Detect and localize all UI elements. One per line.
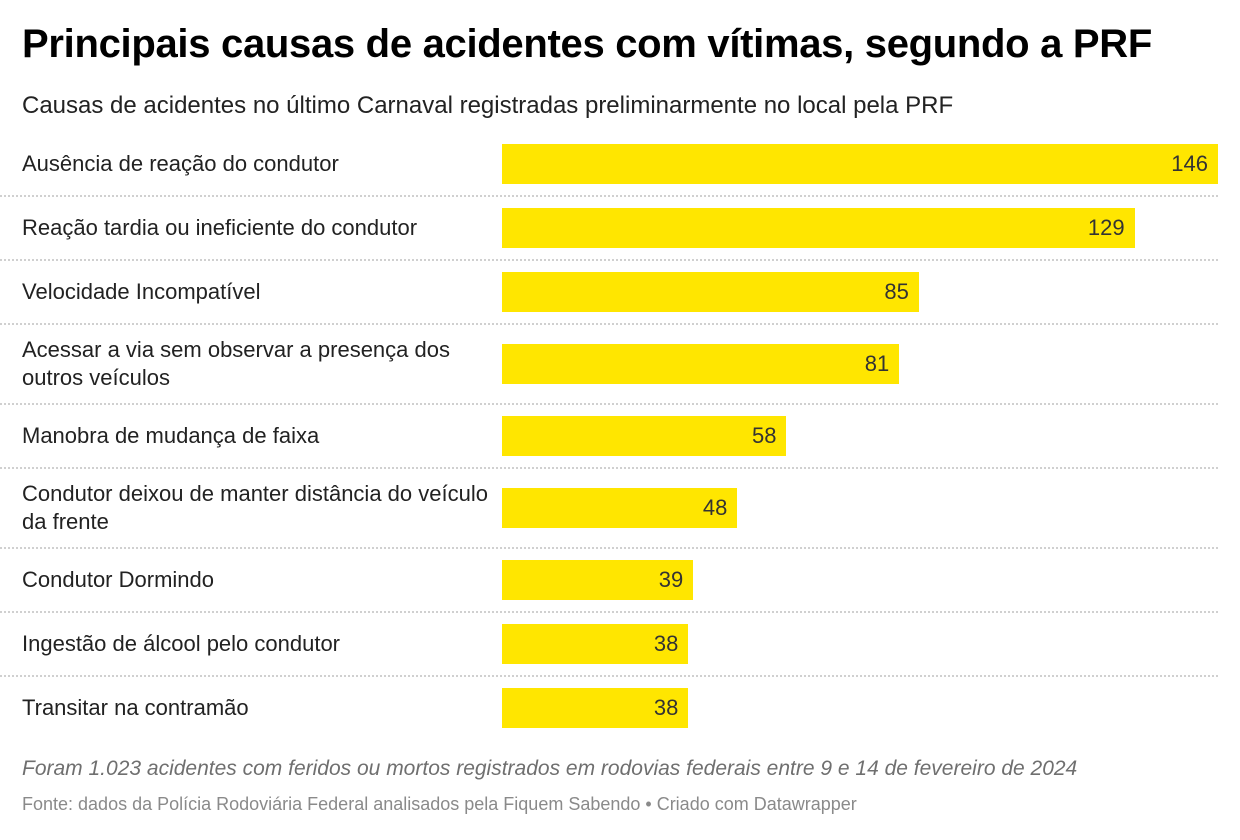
bar-track: 129 [502,208,1218,248]
value-label: 48 [702,495,728,520]
value-label: 146 [1171,151,1208,176]
category-label: Condutor Dormindo [22,567,214,592]
bar-row: Ingestão de álcool pelo condutor 38 [0,613,1218,677]
bar [502,208,1135,248]
category-label: Transitar na contramão [22,695,249,720]
value-label: 129 [1087,215,1125,240]
bar-row: Manobra de mudança de faixa 58 [0,405,1218,469]
value-label: 39 [658,567,684,592]
bar [502,272,919,312]
bar-track: 146 [502,144,1218,184]
bar-row: Velocidade Incompatível 85 [0,261,1218,325]
bar-track: 48 [502,488,1218,528]
value-label: 38 [653,695,679,720]
value-label: 58 [751,423,777,448]
category-label: Condutor deixou de manter distância do v… [22,481,488,534]
bar-row: Ausência de reação do condutor 146 [0,133,1218,197]
bar-row: Reação tardia ou ineficiente do condutor… [0,197,1218,261]
bar [502,624,689,664]
chart-title: Principais causas de acidentes com vítim… [22,22,1152,66]
value-label: 38 [653,631,679,656]
bar-track: 38 [502,688,1218,728]
bar-track: 39 [502,560,1218,600]
bar-row: Condutor Dormindo 39 [0,549,1218,613]
chart-subtitle: Causas de acidentes no último Carnaval r… [22,92,954,119]
bar [502,488,738,528]
bar-chart: Ausência de reação do condutor 146 Reação … [0,133,1218,739]
bar-track: 58 [502,416,1218,456]
bar [502,560,694,600]
category-label: Acessar a via sem observar a presença do… [22,337,450,390]
bar-track: 85 [502,272,1218,312]
bar-track: 38 [502,624,1218,664]
category-label: Velocidade Incompatível [22,279,261,304]
category-label: Ausência de reação do condutor [22,151,339,176]
bar [502,344,900,384]
bar-row: Condutor deixou de manter distância do v… [0,469,1218,549]
bar-row: Transitar na contramão 38 [0,677,1218,739]
bar [502,688,689,728]
chart-note: Foram 1.023 acidentes com feridos ou mor… [22,757,1078,780]
chart-source: Fonte: dados da Polícia Rodoviária Feder… [22,794,857,814]
category-label: Manobra de mudança de faixa [22,423,320,448]
bar-track: 81 [502,344,1218,384]
bar-row: Acessar a via sem observar a presença do… [0,325,1218,405]
bar [502,416,787,456]
bar [502,144,1218,184]
category-label: Ingestão de álcool pelo condutor [22,631,341,656]
category-label: Reação tardia ou ineficiente do condutor [22,215,418,240]
value-label: 81 [864,351,890,376]
value-label: 85 [884,279,909,304]
